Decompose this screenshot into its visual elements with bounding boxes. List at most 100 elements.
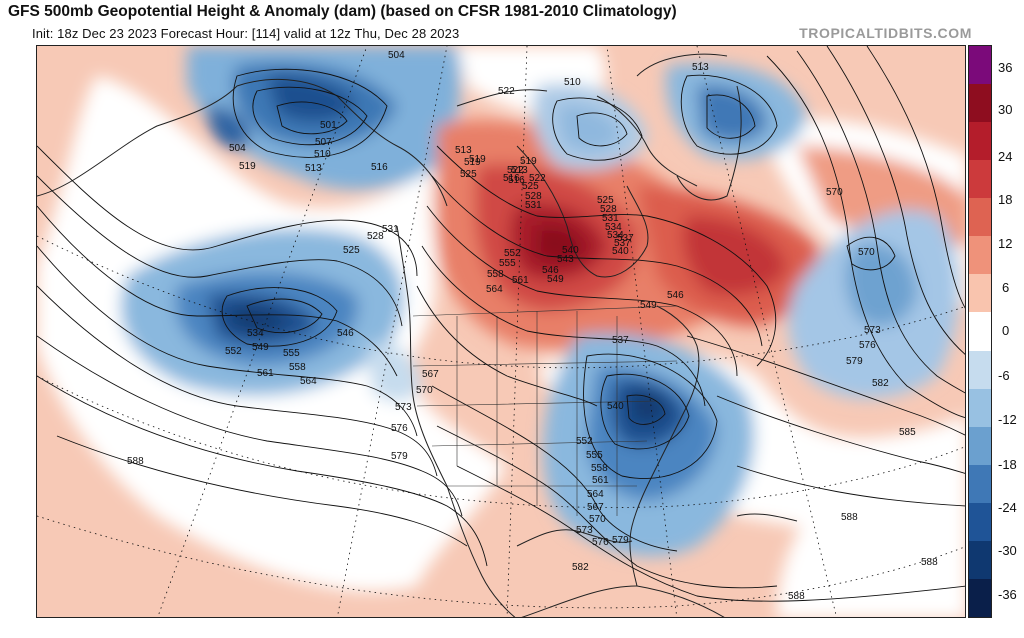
contour-label: 561 [592,475,609,486]
contour-label: 552 [504,248,521,259]
contour-label: 519 [469,154,486,165]
contour-label: 573 [864,325,881,336]
contour-label: 579 [391,451,408,462]
colorbar-segment [969,350,991,390]
contour-label: 570 [589,514,606,525]
contour-label: 570 [826,187,843,198]
contour-label: 531 [602,213,619,224]
colorbar-tick-label: 24 [998,149,1013,164]
contour-label: 534 [605,222,622,233]
contour-label: 519 [464,157,481,168]
contour-label: 522 [507,165,524,176]
contour-label: 540 [607,401,624,412]
colorbar-segment [969,540,991,580]
contour-label: 537 [614,238,631,249]
colorbar-tick-label: -12 [998,412,1017,427]
contour-label: 522 [529,173,546,184]
colorbar-segment [969,312,991,352]
height-contours [37,46,965,602]
contour-label: 555 [499,258,516,269]
contour-label: 525 [597,195,614,206]
contour-label: 510 [314,149,331,160]
contour-label: 525 [343,245,360,256]
contour-label: 534 [607,230,624,241]
contour-label: 585 [899,427,916,438]
colorbar-tick-label: -36 [998,587,1017,602]
contour-label: 555 [586,450,603,461]
colorbar-tick-label: 6 [1002,280,1010,295]
colorbar-segment [969,84,991,123]
colorbar-tick-label: -18 [998,457,1017,472]
contour-label: 531 [525,200,542,211]
contour-label: 564 [587,489,604,500]
contour-label: 576 [592,537,609,548]
contour-label: 576 [859,340,876,351]
contour-label: 525 [522,181,539,192]
colorbar-segment [969,46,991,85]
contour-label: 573 [576,525,593,536]
contour-label: 588 [921,557,938,568]
contour-label: 567 [422,369,439,380]
contour-label: 579 [846,356,863,367]
contour-label: 570 [858,247,875,258]
coastlines [37,53,798,617]
contour-label: 552 [225,346,242,357]
contour-label: 549 [640,300,657,311]
contour-label: 549 [252,342,269,353]
forecast-info: Init: 18z Dec 23 2023 Forecast Hour: [11… [32,26,460,41]
colorbar-segment [969,502,991,542]
contour-label: 573 [395,402,412,413]
colorbar-tick-label: -6 [998,368,1010,383]
contour-label: 507 [315,137,332,148]
contour-label: 522 [498,86,515,97]
colorbar-segment [969,236,991,275]
colorbar-segment [969,464,991,504]
contour-label: 552 [576,436,593,447]
contour-label: 561 [512,275,529,286]
contour-label: 558 [591,463,608,474]
contour-label: 582 [872,378,889,389]
contour-label: 513 [455,145,472,156]
contour-label: 537 [612,335,629,346]
contour-label: 555 [283,348,300,359]
contour-label: 519 [520,156,537,167]
contour-label: 513 [305,163,322,174]
contour-label: 543 [557,254,574,265]
contour-label: 516 [503,173,520,184]
contour-label: 504 [388,50,405,61]
contour-label: 546 [667,290,684,301]
contour-label: 564 [486,284,503,295]
contour-label: 540 [612,246,629,257]
contour-label: 588 [788,591,805,602]
colorbar-tick-label: 18 [998,192,1013,207]
contour-label: 549 [547,274,564,285]
contour-label: 516 [371,162,388,173]
contour-label: 546 [337,328,354,339]
contour-label: 582 [572,562,589,573]
contour-label: 528 [525,191,542,202]
contour-label: 540 [562,245,579,256]
contour-label: 525 [460,169,477,180]
contour-label: 570 [416,385,433,396]
contour-label: 537 [617,233,634,244]
contour-label: 528 [600,204,617,215]
colorbar-segment [969,426,991,466]
colorbar-segment [969,198,991,237]
contour-label: 519 [239,161,256,172]
contour-label: 513 [511,165,528,176]
contour-label: 588 [841,512,858,523]
graticule [37,46,965,617]
contour-label: 579 [612,535,629,546]
political-borders [412,305,678,516]
colorbar-tick-label: 30 [998,102,1013,117]
colorbar-segment [969,388,991,428]
colorbar-tick-label: 36 [998,60,1013,75]
contour-label: 510 [564,77,581,88]
contour-label: 546 [542,265,559,276]
contour-label: 558 [487,269,504,280]
anomaly-map: 504 501 507 510 513 516 519 504 513 519 525 528 525 5… [36,45,966,618]
contour-label: 558 [289,362,306,373]
colorbar-segment [969,274,991,313]
